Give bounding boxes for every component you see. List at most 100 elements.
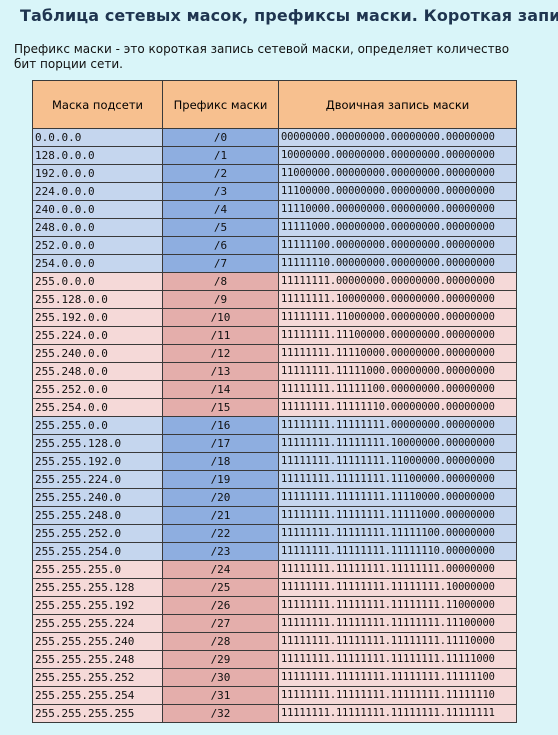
cell-binary: 11111111.11111111.11111111.11110000	[278, 632, 517, 651]
cell-mask: 254.0.0.0	[32, 254, 163, 273]
cell-binary: 11111111.10000000.00000000.00000000	[278, 290, 517, 309]
cell-prefix: /31	[162, 686, 279, 705]
cell-binary: 10000000.00000000.00000000.00000000	[278, 146, 517, 165]
cell-prefix: /14	[162, 380, 279, 399]
cell-prefix: /21	[162, 506, 279, 525]
table-row: 255.0.0.0/8 11111111.00000000.00000000.00…	[32, 272, 517, 291]
cell-mask: 255.255.0.0	[32, 416, 163, 435]
cell-mask: 224.0.0.0	[32, 182, 163, 201]
cell-prefix: /3	[162, 182, 279, 201]
cell-binary: 11111111.11111111.11111111.11111000	[278, 650, 517, 669]
table-row: 255.255.255.240/28 11111111.11111111.1111…	[32, 632, 517, 651]
cell-prefix: /26	[162, 596, 279, 615]
cell-binary: 11111111.11111111.11111110.00000000	[278, 542, 517, 561]
table-row: 0.0.0.0/0 00000000.00000000.00000000.0000…	[32, 128, 517, 147]
cell-mask: 255.240.0.0	[32, 344, 163, 363]
table-row: 255.255.252.0/22 11111111.11111111.111111…	[32, 524, 517, 543]
cell-binary: 11111111.11111111.11111111.00000000	[278, 560, 517, 579]
cell-binary: 11111111.11111111.11111100.00000000	[278, 524, 517, 543]
cell-mask: 255.255.128.0	[32, 434, 163, 453]
cell-mask: 255.255.240.0	[32, 488, 163, 507]
cell-prefix: /2	[162, 164, 279, 183]
cell-binary: 11100000.00000000.00000000.00000000	[278, 182, 517, 201]
cell-binary: 11111111.11111111.11111111.11111110	[278, 686, 517, 705]
cell-mask: 255.255.224.0	[32, 470, 163, 489]
cell-prefix: /16	[162, 416, 279, 435]
cell-binary: 11111111.11111111.10000000.00000000	[278, 434, 517, 453]
cell-binary: 11111000.00000000.00000000.00000000	[278, 218, 517, 237]
cell-binary: 11111111.11111111.11111111.11111111	[278, 704, 517, 723]
cell-binary: 11111111.11111000.00000000.00000000	[278, 362, 517, 381]
cell-binary: 11111111.11111111.11111111.11100000	[278, 614, 517, 633]
cell-prefix: /0	[162, 128, 279, 147]
cell-binary: 11000000.00000000.00000000.00000000	[278, 164, 517, 183]
table-row: 255.255.255.255/32 11111111.11111111.1111…	[32, 704, 517, 723]
cell-prefix: /17	[162, 434, 279, 453]
table-row: 248.0.0.0/5 11111000.00000000.00000000.00…	[32, 218, 517, 237]
cell-mask: 255.252.0.0	[32, 380, 163, 399]
table-row: 255.255.254.0/23 11111111.11111111.111111…	[32, 542, 517, 561]
cell-mask: 255.255.255.0	[32, 560, 163, 579]
cell-mask: 255.255.255.254	[32, 686, 163, 705]
cell-binary: 11111111.11111110.00000000.00000000	[278, 398, 517, 417]
cell-binary: 11111111.11111111.11111111.11000000	[278, 596, 517, 615]
cell-binary: 11111111.11111111.11111111.11111100	[278, 668, 517, 687]
table-row: 255.252.0.0/14 11111111.11111100.00000000…	[32, 380, 517, 399]
cell-binary: 11111111.00000000.00000000.00000000	[278, 272, 517, 291]
header-prefix: Префикс маски	[162, 80, 279, 129]
table-row: 255.255.255.254/31 11111111.11111111.1111…	[32, 686, 517, 705]
table-row: 255.255.255.192/26 11111111.11111111.1111…	[32, 596, 517, 615]
cell-prefix: /25	[162, 578, 279, 597]
cell-mask: 255.192.0.0	[32, 308, 163, 327]
cell-mask: 255.255.255.248	[32, 650, 163, 669]
cell-prefix: /7	[162, 254, 279, 273]
table-header: Маска подсети Префикс маски Двоичная зап…	[32, 80, 517, 129]
cell-mask: 255.255.252.0	[32, 524, 163, 543]
cell-binary: 11111111.11111111.11111000.00000000	[278, 506, 517, 525]
table-row: 255.255.128.0/17 11111111.11111111.100000…	[32, 434, 517, 453]
cell-mask: 192.0.0.0	[32, 164, 163, 183]
cell-binary: 11111110.00000000.00000000.00000000	[278, 254, 517, 273]
cell-binary: 11111100.00000000.00000000.00000000	[278, 236, 517, 255]
cell-mask: 255.255.254.0	[32, 542, 163, 561]
cell-binary: 11111111.11110000.00000000.00000000	[278, 344, 517, 363]
table-row: 255.255.248.0/21 11111111.11111111.111110…	[32, 506, 517, 525]
table-row: 224.0.0.0/3 11100000.00000000.00000000.00…	[32, 182, 517, 201]
cell-mask: 0.0.0.0	[32, 128, 163, 147]
cell-binary: 11111111.11100000.00000000.00000000	[278, 326, 517, 345]
table-row: 255.255.192.0/18 11111111.11111111.110000…	[32, 452, 517, 471]
cell-prefix: /5	[162, 218, 279, 237]
table-row: 255.240.0.0/12 11111111.11110000.00000000…	[32, 344, 517, 363]
cell-binary: 00000000.00000000.00000000.00000000	[278, 128, 517, 147]
cell-mask: 255.255.255.224	[32, 614, 163, 633]
table-header-row: Маска подсети Префикс маски Двоичная зап…	[32, 80, 517, 129]
cell-mask: 255.254.0.0	[32, 398, 163, 417]
cell-binary: 11111111.11000000.00000000.00000000	[278, 308, 517, 327]
table-row: 240.0.0.0/4 11110000.00000000.00000000.00…	[32, 200, 517, 219]
cell-mask: 252.0.0.0	[32, 236, 163, 255]
cell-prefix: /4	[162, 200, 279, 219]
page-description: Префикс маски - это короткая запись сете…	[14, 42, 510, 71]
cell-prefix: /18	[162, 452, 279, 471]
table-row: 255.255.255.248/29 11111111.11111111.1111…	[32, 650, 517, 669]
cell-prefix: /9	[162, 290, 279, 309]
cell-binary: 11111111.11111100.00000000.00000000	[278, 380, 517, 399]
table-row: 255.255.0.0/16 11111111.11111111.00000000…	[32, 416, 517, 435]
cell-mask: 255.255.248.0	[32, 506, 163, 525]
cell-prefix: /11	[162, 326, 279, 345]
cell-prefix: /13	[162, 362, 279, 381]
cell-mask: 255.255.255.252	[32, 668, 163, 687]
cell-binary: 11111111.11111111.11111111.10000000	[278, 578, 517, 597]
cell-mask: 255.255.255.240	[32, 632, 163, 651]
cell-mask: 255.255.192.0	[32, 452, 163, 471]
cell-mask: 255.224.0.0	[32, 326, 163, 345]
cell-prefix: /10	[162, 308, 279, 327]
cell-mask: 248.0.0.0	[32, 218, 163, 237]
header-binary: Двоичная запись маски	[278, 80, 517, 129]
table-row: 255.128.0.0/9 11111111.10000000.00000000.…	[32, 290, 517, 309]
table-row: 255.254.0.0/15 11111111.11111110.00000000…	[32, 398, 517, 417]
cell-prefix: /24	[162, 560, 279, 579]
cell-prefix: /1	[162, 146, 279, 165]
cell-prefix: /23	[162, 542, 279, 561]
cell-mask: 240.0.0.0	[32, 200, 163, 219]
